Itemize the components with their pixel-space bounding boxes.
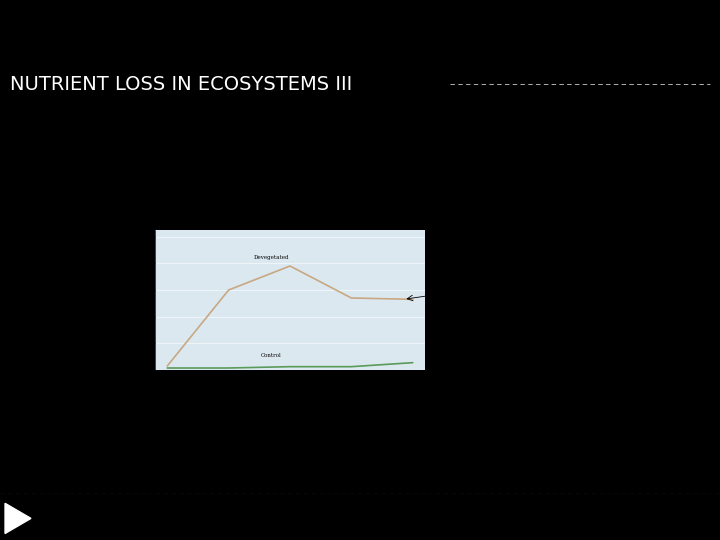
Text: Results:: Results: <box>91 242 127 250</box>
Text: About 10 times more dissolved
substances in devegetated
watershed than in contro: About 10 times more dissolved substances… <box>463 266 572 302</box>
Text: No difference will be observed in amount of dissolved substances in the two stre: No difference will be observed in amount… <box>196 205 526 213</box>
Polygon shape <box>5 503 31 534</box>
Text: Presence of vegetation limits nutrient loss. Removing vegetation leads to large : Presence of vegetation limits nutrient l… <box>155 369 508 386</box>
Text: Devegetated: Devegetated <box>254 255 289 260</box>
Y-axis label: Net dissolved
substances (kg/ha): Net dissolved substances (kg/ha) <box>122 277 133 323</box>
Text: Control: Control <box>261 353 282 359</box>
Text: Prediction:: Prediction: <box>91 164 140 172</box>
X-axis label: Year: Year <box>284 388 296 393</box>
Text: Amount of dissolved substances in stream in devegetated watershed will be much h: Amount of dissolved substances in stream… <box>144 164 539 181</box>
Text: Conclusion:: Conclusion: <box>99 369 149 377</box>
Text: NUTRIENT LOSS IN ECOSYSTEMS III: NUTRIENT LOSS IN ECOSYSTEMS III <box>10 75 352 94</box>
Text: Prediction of null hypothesis:: Prediction of null hypothesis: <box>91 205 219 213</box>
Text: Figure 54-15 part 2  Biological Science 2/e  ©2005 Pearson Prentice Hall, Inc.: Figure 54-15 part 2 Biological Science 2… <box>91 457 311 463</box>
